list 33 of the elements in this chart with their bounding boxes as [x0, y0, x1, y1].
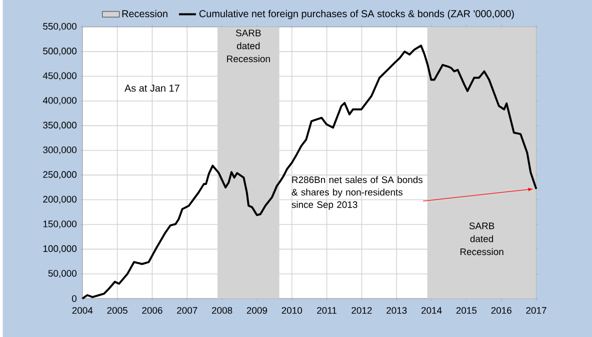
- legend-label: Cumulative net foreign purchases of SA stocks & bonds (ZAR '000,000): [199, 10, 514, 19]
- x-tick-label: 2006: [142, 306, 162, 314]
- x-tick-label: 2011: [317, 306, 336, 314]
- line-series: [81, 44, 538, 300]
- legend-label: Recession: [122, 10, 168, 18]
- x-tick-label: 2016: [491, 306, 512, 314]
- x-tick-label: 2005: [107, 306, 128, 314]
- y-tick-label: 350,000: [43, 122, 77, 130]
- y-tick-label: 0: [72, 295, 77, 302]
- annotation: SARB dated Recession: [227, 29, 270, 62]
- y-tick-label: 550,000: [43, 22, 77, 31]
- x-tick-label: 2017: [526, 306, 546, 314]
- y-tick-label: 500,000: [43, 47, 77, 56]
- y-tick-label: 300,000: [43, 146, 77, 154]
- annotation: R286Bn net sales of SA bonds & shares by non-residents since Sep 2013: [292, 176, 422, 210]
- x-tick-label: 2004: [72, 306, 93, 314]
- y-tick-label: 250,000: [43, 170, 77, 179]
- x-tick-label: 2010: [282, 306, 302, 314]
- x-tick-label: 2013: [386, 306, 407, 314]
- x-tick-label: 2007: [177, 306, 198, 314]
- x-tick-label: 2012: [352, 306, 372, 314]
- x-tick-label: 2014: [421, 306, 442, 314]
- x-tick-label: 2008: [212, 306, 232, 314]
- y-tick-label: 100,000: [43, 245, 77, 253]
- y-tick-label: 200,000: [43, 196, 77, 204]
- y-tick-label: 50,000: [48, 270, 77, 278]
- y-tick-label: 150,000: [43, 220, 77, 228]
- y-tick-label: 400,000: [42, 96, 77, 105]
- annotation: SARB dated Recession: [460, 222, 504, 255]
- x-tick-label: 2009: [246, 306, 268, 314]
- x-tick-label: 2015: [456, 306, 477, 314]
- annotation: As at Jan 17: [124, 84, 180, 92]
- y-tick-label: 450,000: [42, 72, 77, 80]
